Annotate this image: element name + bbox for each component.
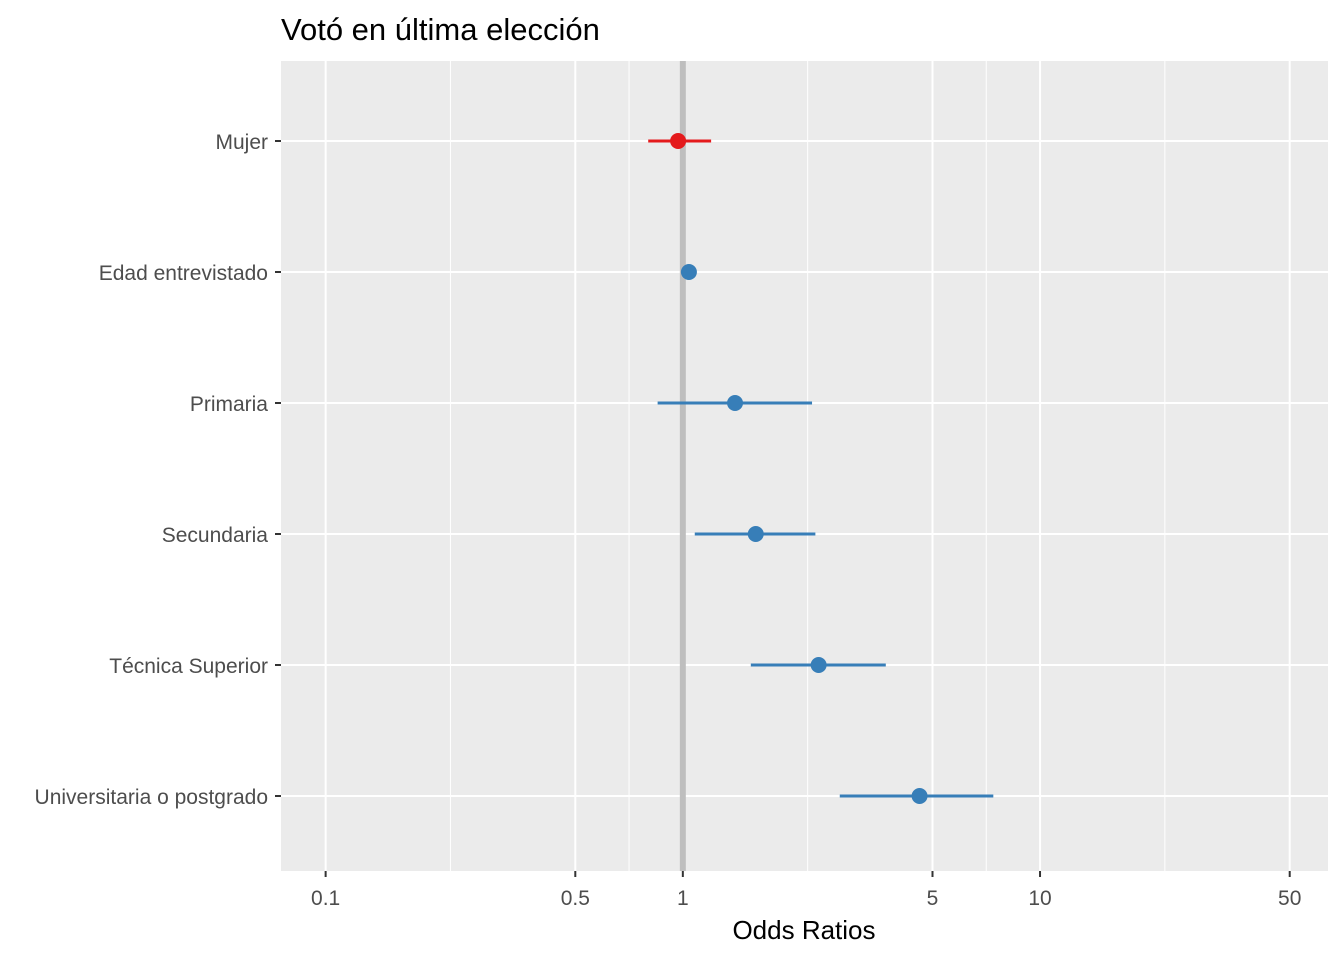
x-tick-label: 0.5 [561,887,590,910]
y-tick-label: Secundaria [162,524,269,547]
minor-gridlines [449,61,1166,871]
x-axis: 0.1 0.5 1 5 10 50 [311,871,1301,910]
estimate-points [670,133,928,804]
y-tick-label: Edad entrevistado [99,262,268,285]
y-axis: Mujer Edad entrevistado Primaria Secundaria… [35,131,281,809]
estimate-point [911,788,928,804]
estimate-point [727,395,744,411]
estimate-point [670,133,687,149]
chart-title: Votó en última elección [281,12,600,47]
y-tick-label: Universitaria o postgrado [35,786,268,809]
y-tick-label: Primaria [190,393,268,416]
x-tick-label: 1 [677,887,689,910]
x-tick-label: 10 [1028,887,1051,910]
estimate-point [810,657,827,673]
x-axis-label: Odds Ratios [732,915,875,945]
y-tick-label: Técnica Superior [109,655,268,678]
x-tick-label: 50 [1278,887,1301,910]
x-tick-label: 5 [927,887,939,910]
plot-panel [281,61,1328,871]
x-tick-label: 0.1 [311,887,340,910]
y-tick-label: Mujer [215,131,268,154]
estimate-point [680,264,697,280]
estimate-point [747,526,764,542]
